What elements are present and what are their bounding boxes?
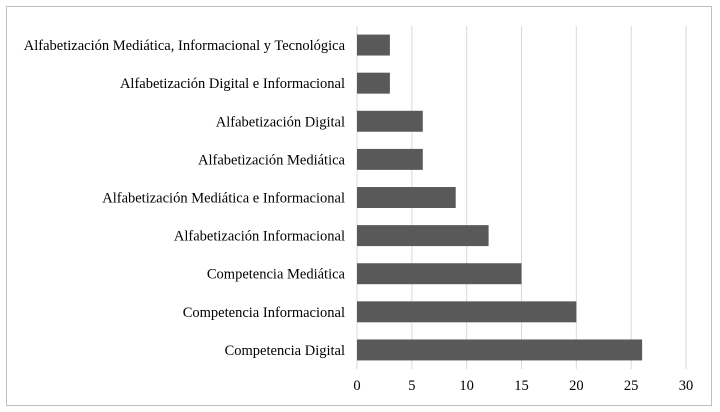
- bar: [357, 263, 522, 285]
- bars: [357, 34, 643, 361]
- category-label: Alfabetización Digital: [216, 114, 345, 130]
- bar: [357, 34, 390, 56]
- x-tick-label: 5: [408, 378, 415, 394]
- x-tick-label: 30: [679, 378, 694, 394]
- category-label: Alfabetización Digital e Informacional: [120, 76, 345, 92]
- category-label: Alfabetización Mediática: [198, 152, 346, 168]
- x-tick-label: 0: [353, 378, 360, 394]
- category-label: Alfabetización Mediática e Informacional: [102, 191, 345, 207]
- category-label: Alfabetización Mediática, Informacional …: [24, 38, 346, 54]
- category-label: Alfabetización Informacional: [174, 229, 345, 245]
- x-tick-label: 25: [624, 378, 639, 394]
- bar: [357, 301, 577, 323]
- bar: [357, 148, 423, 170]
- x-tick-label: 15: [514, 378, 529, 394]
- bar: [357, 225, 489, 247]
- bar: [357, 187, 456, 208]
- bar: [357, 110, 423, 132]
- x-tick-labels: 0 5 10 15 20 25 30: [353, 378, 693, 394]
- category-label: Competencia Informacional: [183, 305, 345, 321]
- category-label: Competencia Digital: [225, 343, 345, 359]
- bar: [357, 339, 643, 361]
- category-labels: Alfabetización Mediática, Informacional …: [24, 38, 346, 359]
- x-tick-label: 10: [459, 378, 474, 394]
- x-tick-label: 20: [569, 378, 584, 394]
- bar: [357, 72, 390, 94]
- category-label: Competencia Mediática: [207, 267, 346, 283]
